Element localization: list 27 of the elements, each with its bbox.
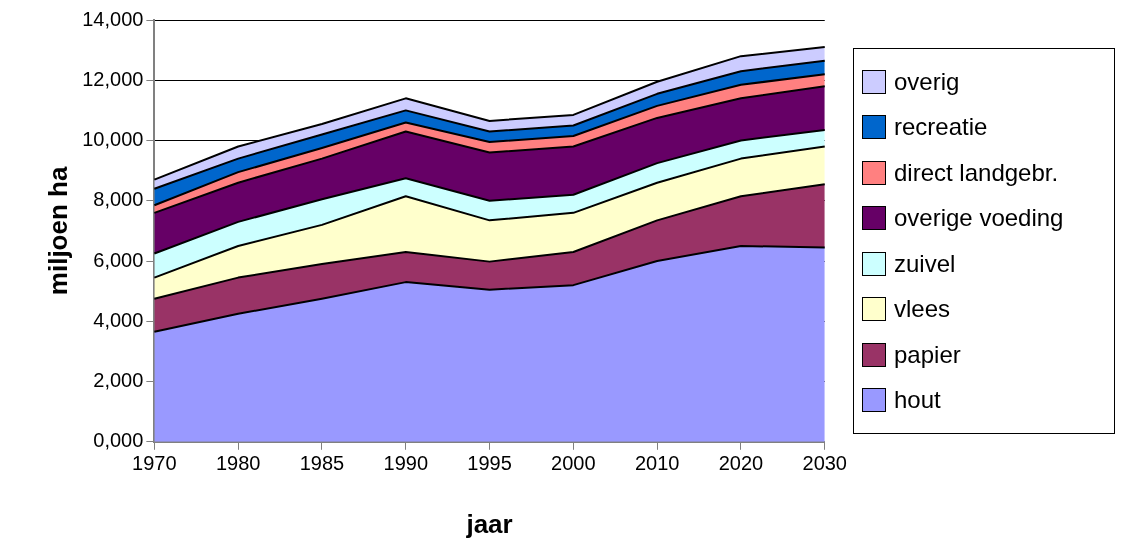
y-tick-label: 8,000 — [93, 188, 144, 211]
y-tick-label: 12,000 — [82, 67, 144, 90]
x-tick-label: 1990 — [383, 452, 429, 475]
x-tick-label: 1985 — [299, 452, 345, 475]
legend-label: zuivel — [894, 249, 956, 278]
legend-label: overige voeding — [894, 204, 1064, 233]
x-tick-label: 2030 — [802, 452, 847, 475]
y-tick-label: 6,000 — [93, 248, 144, 271]
legend-label: direct landgebr. — [894, 158, 1059, 187]
x-tick-label: 1995 — [467, 452, 512, 475]
y-axis-title: miljoen ha — [42, 166, 73, 296]
x-axis-title: jaar — [465, 508, 513, 539]
x-tick-label: 1980 — [215, 452, 261, 475]
y-tick-label: 0,000 — [93, 429, 144, 452]
x-tick-label: 2010 — [634, 452, 680, 475]
legend-label: overig — [894, 67, 960, 96]
y-tick-label: 4,000 — [93, 308, 144, 331]
y-tick-label: 2,000 — [93, 369, 144, 392]
y-tick-label: 14,000 — [82, 7, 144, 30]
legend-label: hout — [894, 386, 941, 415]
x-tick-label: 1970 — [132, 452, 177, 475]
legend-label: vlees — [894, 295, 951, 324]
legend-label: recreatie — [894, 113, 988, 142]
y-tick-label: 10,000 — [82, 128, 144, 151]
x-tick-label: 2000 — [551, 452, 596, 475]
x-tick-label: 2020 — [718, 452, 764, 475]
legend-label: papier — [894, 340, 961, 369]
